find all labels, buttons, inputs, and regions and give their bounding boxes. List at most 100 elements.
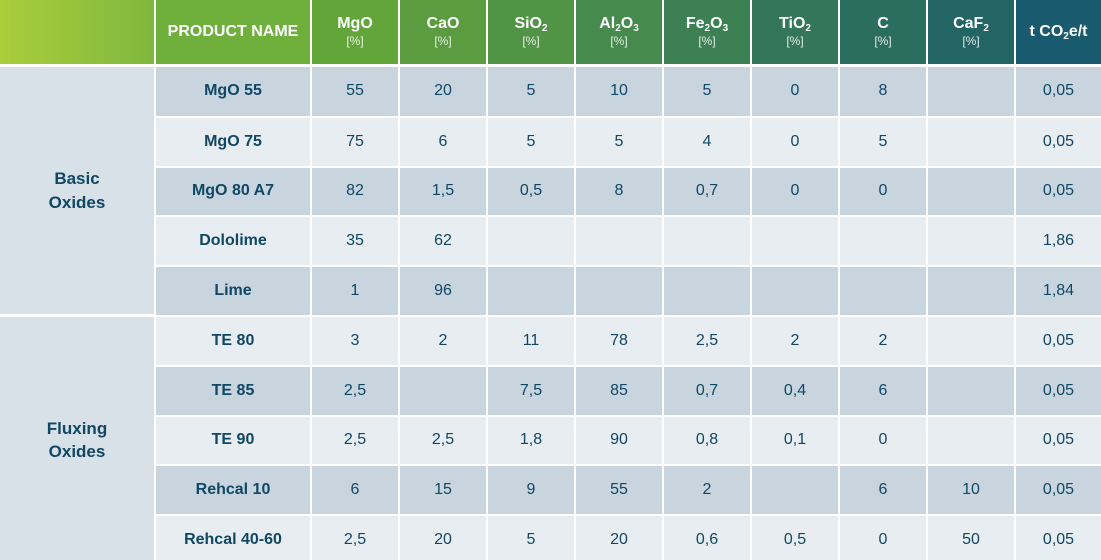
column-unit-label: [%]: [962, 34, 980, 49]
column-unit-label: [%]: [610, 34, 628, 49]
value-cell: 6: [839, 465, 928, 517]
product-name-cell: MgO 75: [155, 116, 312, 168]
co2-value-cell: 0,05: [1015, 515, 1101, 560]
value-cell: 55: [575, 465, 664, 517]
value-cell: [927, 315, 1016, 367]
value-cell: 0: [839, 166, 928, 218]
value-cell: 35: [311, 216, 400, 268]
value-cell: [927, 116, 1016, 168]
group-label-line: Oxides: [48, 442, 106, 462]
co2-value-cell: 0,05: [1015, 465, 1101, 517]
product-name-cell: TE 90: [155, 415, 312, 467]
value-cell: 1,8: [487, 415, 576, 467]
value-cell: 2: [839, 315, 928, 367]
table-row: Fluxing Oxides TE 80 3 2 11 78 2,5 2 2 0,05: [0, 315, 1101, 560]
group-label-line: Oxides: [48, 192, 106, 212]
column-header-label: CaO: [426, 14, 460, 32]
value-cell: 6: [311, 465, 400, 517]
value-cell: [839, 216, 928, 268]
column-header-label: Fe2O3: [685, 14, 729, 34]
co2-value-cell: 0,05: [1015, 415, 1101, 467]
value-cell: 82: [311, 166, 400, 218]
co2-value-cell: 1,84: [1015, 266, 1101, 317]
header-spacer: [0, 64, 1101, 67]
value-cell: 10: [927, 465, 1016, 517]
value-cell: [927, 166, 1016, 218]
product-name-header: PRODUCT NAME: [155, 0, 312, 64]
co2-value-cell: 0,05: [1015, 365, 1101, 417]
value-cell: 2,5: [311, 515, 400, 560]
co2-value-cell: 0,05: [1015, 116, 1101, 168]
value-cell: 0: [751, 166, 840, 218]
value-cell: [927, 415, 1016, 467]
product-name-cell: Lime: [155, 266, 312, 317]
column-header-mgo: MgO [%]: [311, 0, 400, 64]
value-cell: 90: [575, 415, 664, 467]
value-cell: 5: [663, 67, 752, 118]
value-cell: [927, 365, 1016, 417]
co2-value-cell: 0,05: [1015, 166, 1101, 218]
product-name-cell: Rehcal 40-60: [155, 515, 312, 560]
value-cell: 0,7: [663, 166, 752, 218]
value-cell: 5: [487, 515, 576, 560]
column-header-c: C [%]: [839, 0, 928, 64]
column-header-label: MgO: [337, 14, 373, 32]
column-unit-label: [%]: [434, 34, 452, 49]
co2-value-cell: 1,86: [1015, 216, 1101, 268]
value-cell: [751, 465, 840, 517]
column-unit-label: [%]: [346, 34, 364, 49]
value-cell: 55: [311, 67, 400, 118]
table-row: Dololime 35 62 1,86: [0, 216, 1101, 268]
value-cell: [575, 266, 664, 317]
value-cell: [751, 216, 840, 268]
column-header-fe2o3: Fe2O3 [%]: [663, 0, 752, 64]
value-cell: 5: [839, 116, 928, 168]
column-unit-label: [%]: [786, 34, 804, 49]
value-cell: 78: [575, 315, 664, 367]
value-cell: 8: [575, 166, 664, 218]
product-name-cell: TE 80: [155, 315, 312, 367]
value-cell: 0,6: [663, 515, 752, 560]
header-corner-cell: [0, 0, 156, 64]
column-header-co2-emission: t CO2e/t: [1015, 0, 1101, 64]
value-cell: [487, 216, 576, 268]
value-cell: 2,5: [663, 315, 752, 367]
group-label-line: Basic: [54, 168, 100, 188]
value-cell: 4: [663, 116, 752, 168]
value-cell: [487, 266, 576, 317]
table-row: Rehcal 10 6 15 9 55 2 6 10 0,05: [0, 465, 1101, 517]
column-header-sio2: SiO2 [%]: [487, 0, 576, 64]
value-cell: 1,5: [399, 166, 488, 218]
value-cell: 3: [311, 315, 400, 367]
product-name-cell: MgO 80 A7: [155, 166, 312, 218]
value-cell: [575, 216, 664, 268]
value-cell: 62: [399, 216, 488, 268]
value-cell: 50: [927, 515, 1016, 560]
value-cell: 0,5: [751, 515, 840, 560]
value-cell: [663, 216, 752, 268]
value-cell: [927, 216, 1016, 268]
value-cell: 5: [487, 116, 576, 168]
group-label-line: Fluxing: [46, 418, 108, 438]
value-cell: 0: [839, 415, 928, 467]
column-header-label: C: [877, 14, 889, 32]
table-row: Lime 1 96 1,84: [0, 266, 1101, 317]
column-header-label: Al2O3: [599, 14, 639, 34]
value-cell: 5: [487, 67, 576, 118]
value-cell: 8: [839, 67, 928, 118]
value-cell: 0: [751, 116, 840, 168]
table-row: Rehcal 40-60 2,5 20 5 20 0,6 0,5 0 50 0,05: [0, 515, 1101, 560]
value-cell: 20: [399, 515, 488, 560]
group-label-cell: Fluxing Oxides: [0, 315, 156, 560]
value-cell: [751, 266, 840, 317]
value-cell: 11: [487, 315, 576, 367]
value-cell: [399, 365, 488, 417]
value-cell: 2: [663, 465, 752, 517]
product-name-cell: MgO 55: [155, 67, 312, 118]
value-cell: 9: [487, 465, 576, 517]
value-cell: [839, 266, 928, 317]
co2-value-cell: 0,05: [1015, 315, 1101, 367]
value-cell: 0: [751, 67, 840, 118]
